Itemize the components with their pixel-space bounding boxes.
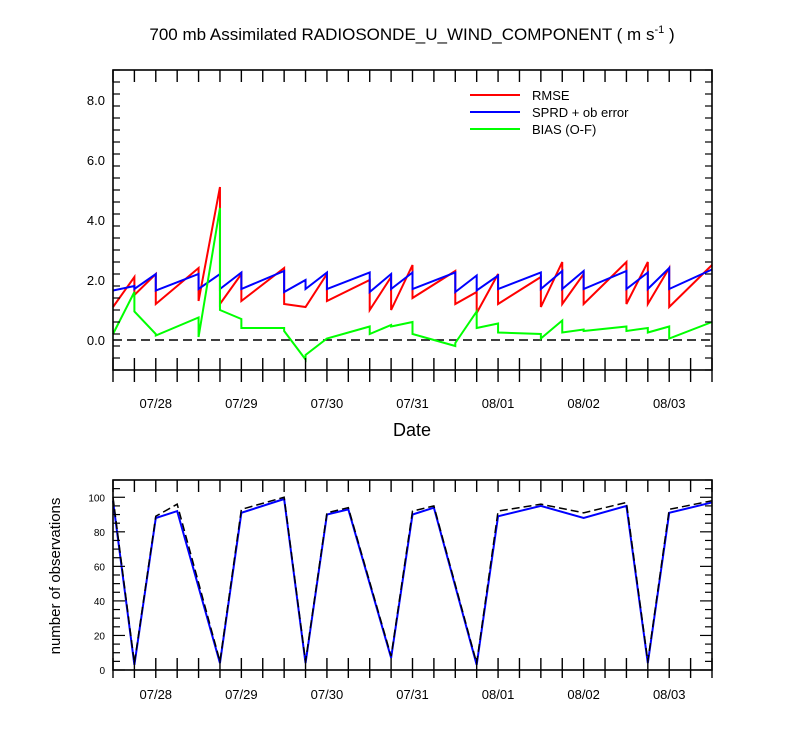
legend-label: BIAS (O-F) <box>532 122 596 137</box>
bottom-chart-x-tick-label: 08/03 <box>653 687 686 702</box>
bottom-chart-x-tick-label: 07/30 <box>311 687 344 702</box>
chart-title-main: 700 mb Assimilated RADIOSONDE_U_WIND_COM… <box>149 25 654 44</box>
bottom-chart-y-tick-label: 40 <box>94 597 106 608</box>
bottom-chart-series-layer <box>112 496 713 666</box>
top-chart: 700 mb Assimilated RADIOSONDE_U_WIND_COM… <box>87 24 713 440</box>
bottom-chart-y-tick-label: 100 <box>88 493 105 504</box>
bottom-chart: 07/28 07/29 07/30 07/31 08/01 08/02 08/03 0 20 40… <box>47 479 713 702</box>
bottom-chart-y-tick-label: 0 <box>99 666 105 677</box>
bottom-chart-x-tick-label: 07/28 <box>140 687 173 702</box>
bottom-chart-axes-layer: 07/28 07/29 07/30 07/31 08/01 08/02 08/03 0 20 40… <box>88 479 713 702</box>
top-chart-y-tick-label: 8.0 <box>87 93 105 108</box>
bottom-chart-y-axis-title: number of observations <box>47 498 64 655</box>
top-chart-series-line-sprd-ob-error <box>112 265 713 295</box>
legend-label: SPRD + ob error <box>532 105 629 120</box>
bottom-chart-series-line-possible <box>112 496 713 664</box>
top-chart-axes-layer: 07/28 07/29 07/30 07/31 08/01 08/02 08/03 0.0 2.… <box>87 69 713 411</box>
legend-label: RMSE <box>532 88 570 103</box>
top-chart-x-tick-label: 08/03 <box>653 396 686 411</box>
top-chart-series-line-bias-o-f <box>112 207 713 363</box>
bottom-chart-x-tick-label: 07/31 <box>396 687 429 702</box>
bottom-chart-x-tick-label: 08/01 <box>482 687 515 702</box>
top-chart-y-tick-label: 4.0 <box>87 213 105 228</box>
top-chart-legend: RMSE SPRD + ob error BIAS (O-F) <box>470 88 629 137</box>
top-chart-x-tick-label: 08/01 <box>482 396 515 411</box>
top-chart-x-tick-label: 08/02 <box>567 396 600 411</box>
top-chart-series-layer <box>112 186 713 363</box>
bottom-chart-y-tick-label: 80 <box>94 528 106 539</box>
chart-title-suffix: ) <box>664 25 674 44</box>
bottom-chart-y-tick-label: 60 <box>94 562 106 573</box>
bottom-chart-y-tick-label: 20 <box>94 631 106 642</box>
bottom-chart-x-tick-label: 08/02 <box>567 687 600 702</box>
chart-title: 700 mb Assimilated RADIOSONDE_U_WIND_COM… <box>149 24 674 44</box>
top-chart-y-tick-label: 0.0 <box>87 333 105 348</box>
top-chart-y-tick-label: 6.0 <box>87 153 105 168</box>
bottom-chart-x-tick-label: 07/29 <box>225 687 258 702</box>
top-chart-x-tick-label: 07/30 <box>311 396 344 411</box>
top-chart-series-line-rmse <box>112 186 713 314</box>
top-chart-y-tick-label: 2.0 <box>87 273 105 288</box>
top-chart-x-tick-label: 07/28 <box>140 396 173 411</box>
top-chart-x-tick-label: 07/31 <box>396 396 429 411</box>
chart-title-superscript: -1 <box>654 24 664 36</box>
top-chart-x-tick-label: 07/29 <box>225 396 258 411</box>
top-chart-x-axis-title: Date <box>393 420 431 440</box>
bottom-chart-plot-frame <box>112 479 713 671</box>
bottom-chart-series-line-assimilated <box>112 497 713 666</box>
